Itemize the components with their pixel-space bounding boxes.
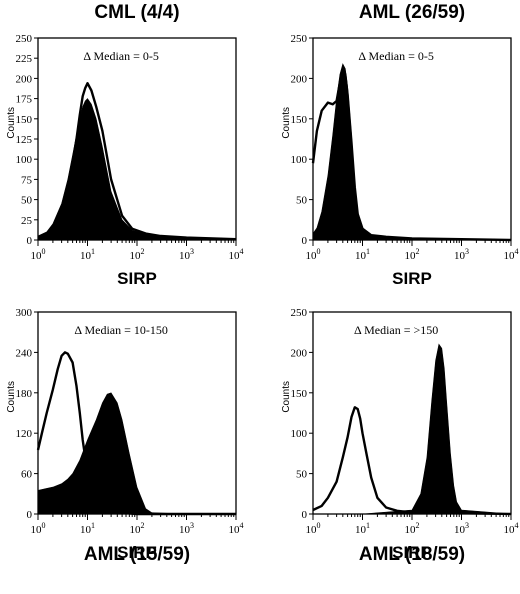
y-tick-label: 200	[291, 73, 308, 85]
x-axis-label: SIRP	[392, 269, 432, 288]
histogram-filled	[312, 63, 512, 241]
histogram-filled	[313, 343, 512, 515]
y-tick-label: 150	[16, 114, 33, 126]
x-tick-label: 103	[179, 521, 194, 536]
panel-2: AML (26/59) 0 50 100 150 200 250 100 101 102 103 10…	[281, 2, 519, 288]
plot-frame	[312, 311, 512, 515]
median-annotation: Δ Median = 0-5	[358, 49, 433, 63]
y-tick-label: 225	[16, 53, 33, 65]
panel-1: CML (4/4) 0 25 50 75 100 125 150 175 200 225 250 100…	[6, 2, 244, 288]
x-axis-label: SIRP	[117, 543, 157, 562]
x-tick-label: 103	[454, 521, 469, 536]
x-tick-label: 101	[355, 521, 370, 536]
panel-title: AML (15/59)	[84, 544, 190, 565]
y-tick-label: 250	[291, 33, 308, 45]
x-tick-label: 101	[80, 521, 95, 536]
y-tick-label: 100	[16, 154, 33, 166]
y-axis-label: Counts	[6, 107, 17, 139]
x-tick-label: 100	[306, 247, 321, 262]
y-tick-label: 250	[16, 33, 33, 45]
histogram-filled	[37, 98, 237, 241]
median-annotation: Δ Median = 0-5	[83, 49, 158, 63]
y-tick-label: 0	[302, 235, 308, 247]
median-annotation: Δ Median = >150	[354, 323, 438, 337]
x-axis-label: SIRP	[392, 543, 432, 562]
y-axis-label: Counts	[6, 381, 17, 413]
median-annotation: Δ Median = 10-150	[74, 323, 167, 337]
panel-3: AML (15/59) 0 60 120 180 240 300 100 101 102 103 10…	[6, 307, 244, 565]
x-axis-label: SIRP	[117, 269, 157, 288]
x-tick-label: 102	[405, 521, 420, 536]
y-tick-label: 0	[27, 235, 33, 247]
x-tick-label: 100	[306, 521, 321, 536]
x-tick-label: 104	[229, 521, 244, 536]
y-tick-label: 175	[16, 94, 33, 106]
y-tick-label: 150	[291, 388, 308, 400]
y-tick-label: 0	[27, 509, 33, 521]
y-axis-label: Counts	[281, 381, 292, 413]
y-tick-label: 0	[302, 509, 308, 521]
x-tick-label: 100	[31, 521, 46, 536]
histogram-outline	[311, 67, 512, 242]
panel-title: AML (18/59)	[359, 544, 465, 565]
y-tick-label: 240	[16, 347, 33, 359]
x-tick-label: 104	[504, 521, 519, 536]
y-tick-label: 75	[21, 174, 33, 186]
x-tick-label: 102	[405, 247, 420, 262]
histogram-outline	[37, 82, 237, 241]
y-tick-label: 60	[21, 469, 33, 481]
x-tick-label: 101	[80, 247, 95, 262]
panel-4: AML (18/59) 0 50 100 150 200 250 100 101 102 103 10…	[281, 307, 519, 565]
y-tick-label: 25	[21, 215, 33, 227]
y-tick-label: 200	[16, 73, 33, 85]
y-tick-label: 150	[291, 114, 308, 126]
x-tick-label: 103	[179, 247, 194, 262]
panel-title: CML (4/4)	[94, 2, 179, 23]
x-tick-label: 104	[229, 247, 244, 262]
x-tick-label: 100	[31, 247, 46, 262]
y-tick-label: 120	[16, 428, 33, 440]
y-tick-label: 50	[296, 469, 308, 481]
y-tick-label: 250	[291, 307, 308, 319]
y-tick-label: 100	[291, 154, 308, 166]
y-tick-label: 125	[16, 134, 33, 146]
y-tick-label: 100	[291, 428, 308, 440]
histogram-filled	[37, 392, 236, 515]
y-axis-label: Counts	[281, 107, 292, 139]
y-tick-label: 180	[16, 388, 33, 400]
y-tick-label: 50	[296, 195, 308, 207]
x-tick-label: 104	[504, 247, 519, 262]
y-tick-label: 200	[291, 347, 308, 359]
x-tick-label: 102	[130, 247, 145, 262]
y-tick-label: 300	[16, 307, 33, 319]
x-tick-label: 102	[130, 521, 145, 536]
x-tick-label: 101	[355, 247, 370, 262]
panel-title: AML (26/59)	[359, 2, 465, 23]
histogram-outline	[312, 406, 512, 516]
x-tick-label: 103	[454, 247, 469, 262]
y-tick-label: 50	[21, 195, 33, 207]
histogram-outline	[36, 351, 236, 516]
